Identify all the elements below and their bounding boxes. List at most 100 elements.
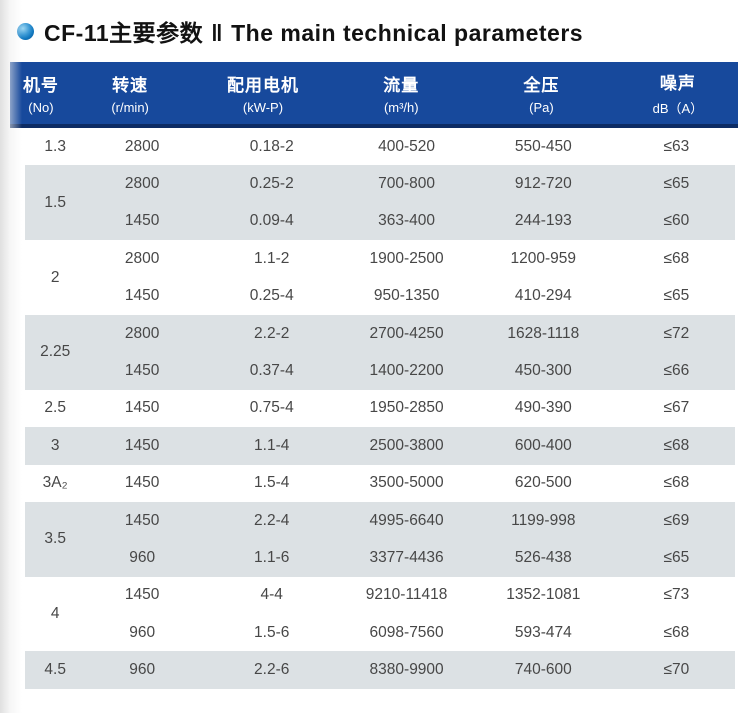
value-cell: 0.09-4 <box>198 202 345 241</box>
value-cell: 1199-998 <box>468 501 618 540</box>
value-cell: 2700-4250 <box>344 314 469 353</box>
value-cell: 0.18-2 <box>198 128 345 166</box>
value-cell: 2800 <box>85 314 199 353</box>
model-no-cell: 1.5 <box>25 165 86 241</box>
value-cell: 0.37-4 <box>198 352 345 390</box>
title-separator: ‖ <box>211 20 224 46</box>
value-cell: 1950-2850 <box>344 389 469 428</box>
value-cell: ≤68 <box>617 240 735 278</box>
table-row: 960 1.1-6 3377-4436 526-438 ≤65 <box>25 539 735 577</box>
value-cell: 400-520 <box>344 128 469 166</box>
value-cell: 1.1-2 <box>198 240 345 278</box>
value-cell: 2800 <box>85 128 199 166</box>
value-cell: ≤67 <box>617 389 735 428</box>
value-cell: ≤63 <box>617 128 735 166</box>
value-cell: 2.2-6 <box>198 651 345 689</box>
value-cell: 490-390 <box>468 389 618 428</box>
value-cell: 2500-3800 <box>344 427 469 465</box>
value-cell: 1450 <box>85 202 199 241</box>
value-cell: 1400-2200 <box>344 352 469 390</box>
model-no-cell: 4 <box>25 576 86 652</box>
value-cell: 4-4 <box>198 576 345 615</box>
value-cell: 960 <box>85 614 199 652</box>
value-cell: ≤65 <box>617 539 735 577</box>
column-header-flow: 流量 (m³/h) <box>338 71 465 115</box>
column-header-pressure: 全压 (Pa) <box>465 71 618 115</box>
value-cell: 450-300 <box>468 352 618 390</box>
value-cell: 1450 <box>85 501 199 540</box>
value-cell: 1.1-6 <box>198 539 345 577</box>
value-cell: ≤65 <box>617 165 735 203</box>
column-header-noise: 噪声 dB（A） <box>618 69 738 117</box>
table-row: 1450 0.09-4 363-400 244-193 ≤60 <box>25 202 735 241</box>
value-cell: 2800 <box>85 240 199 278</box>
value-cell: 244-193 <box>468 202 618 241</box>
table-row: 3 1450 1.1-4 2500-3800 600-400 ≤68 <box>25 427 735 465</box>
value-cell: 8380-9900 <box>344 651 469 689</box>
table-row: 4 1450 4-4 9210-11418 1352-1081 ≤73 <box>25 576 735 652</box>
section-title: CF-11主要参数 ‖ The main technical parameters <box>0 0 749 48</box>
value-cell: 1450 <box>85 576 199 615</box>
value-cell: 960 <box>85 651 199 689</box>
column-header-label: 噪声 <box>659 74 696 93</box>
value-cell: ≤68 <box>617 614 735 652</box>
value-cell: 600-400 <box>468 427 618 465</box>
column-header-label: 配用电机 <box>226 76 299 95</box>
value-cell: 1200-959 <box>468 240 618 278</box>
value-cell: 1.5-6 <box>198 614 345 652</box>
value-cell: 550-450 <box>468 128 618 166</box>
value-cell: ≤72 <box>617 314 735 353</box>
model-no-cell: 1.3 <box>25 128 86 166</box>
column-header-motor: 配用电机 (kW-P) <box>188 71 337 115</box>
model-no-cell: 2.5 <box>25 389 86 428</box>
value-cell: 6098-7560 <box>344 614 469 652</box>
value-cell: 9210-11418 <box>344 576 469 615</box>
value-cell: 950-1350 <box>344 277 469 315</box>
model-no-cell: 3.5 <box>25 501 86 577</box>
value-cell: 1.5-4 <box>198 464 345 502</box>
table-row: 3.5 1450 2.2-4 4995-6640 1199-998 ≤69 <box>25 501 735 577</box>
value-cell: ≤60 <box>617 202 735 241</box>
table-body: 1.3 2800 0.18-2 400-520 550-450 ≤63 1.5 2800 0.2… <box>25 128 735 689</box>
model-no-cell: 2 <box>25 240 86 315</box>
table-row: 4.5 960 2.2-6 8380-9900 740-600 ≤70 <box>25 651 735 689</box>
table-row: 1.3 2800 0.18-2 400-520 550-450 ≤63 <box>25 128 735 166</box>
value-cell: 4995-6640 <box>344 501 469 540</box>
value-cell: 2.2-4 <box>198 501 345 540</box>
column-header-unit: (m³/h) <box>383 100 419 115</box>
value-cell: ≤68 <box>617 464 735 502</box>
column-header-model-no: 机号 (No) <box>10 71 72 115</box>
value-cell: ≤65 <box>617 277 735 315</box>
parameters-table: 机号 (No) 转速 (r/min) 配用电机 (kW-P) 流量 (m³/h)… <box>10 62 738 689</box>
column-header-label: 全压 <box>523 76 560 95</box>
value-cell: 0.25-4 <box>198 277 345 315</box>
value-cell: 1628-1118 <box>468 314 618 353</box>
value-cell: 3500-5000 <box>344 464 469 502</box>
value-cell: 1.1-4 <box>198 427 345 465</box>
value-cell: 3377-4436 <box>344 539 469 577</box>
value-cell: ≤68 <box>617 427 735 465</box>
model-no-cell: 4.5 <box>25 651 86 689</box>
title-model: CF-11主要参数 <box>44 20 204 46</box>
table-row: 3A₂ 1450 1.5-4 3500-5000 620-500 ≤68 <box>25 464 735 502</box>
value-cell: 1900-2500 <box>344 240 469 278</box>
value-cell: 1450 <box>85 277 199 315</box>
bullet-icon <box>17 22 34 40</box>
value-cell: 2.2-2 <box>198 314 345 353</box>
value-cell: 526-438 <box>468 539 618 577</box>
table-header: 机号 (No) 转速 (r/min) 配用电机 (kW-P) 流量 (m³/h)… <box>10 62 738 128</box>
model-no-cell: 2.25 <box>25 314 86 390</box>
value-cell: 363-400 <box>344 202 469 241</box>
value-cell: 912-720 <box>468 165 618 203</box>
value-cell: ≤70 <box>617 651 735 689</box>
column-header-unit: (r/min) <box>111 100 149 115</box>
value-cell: 1450 <box>85 464 199 502</box>
value-cell: 0.25-2 <box>198 165 345 203</box>
column-header-speed: 转速 (r/min) <box>72 71 188 115</box>
title-english: The main technical parameters <box>231 20 584 46</box>
table-row: 1450 0.37-4 1400-2200 450-300 ≤66 <box>25 352 735 390</box>
table-row: 2 2800 1.1-2 1900-2500 1200-959 ≤68 <box>25 240 735 315</box>
value-cell: ≤73 <box>617 576 735 615</box>
value-cell: 410-294 <box>468 277 618 315</box>
